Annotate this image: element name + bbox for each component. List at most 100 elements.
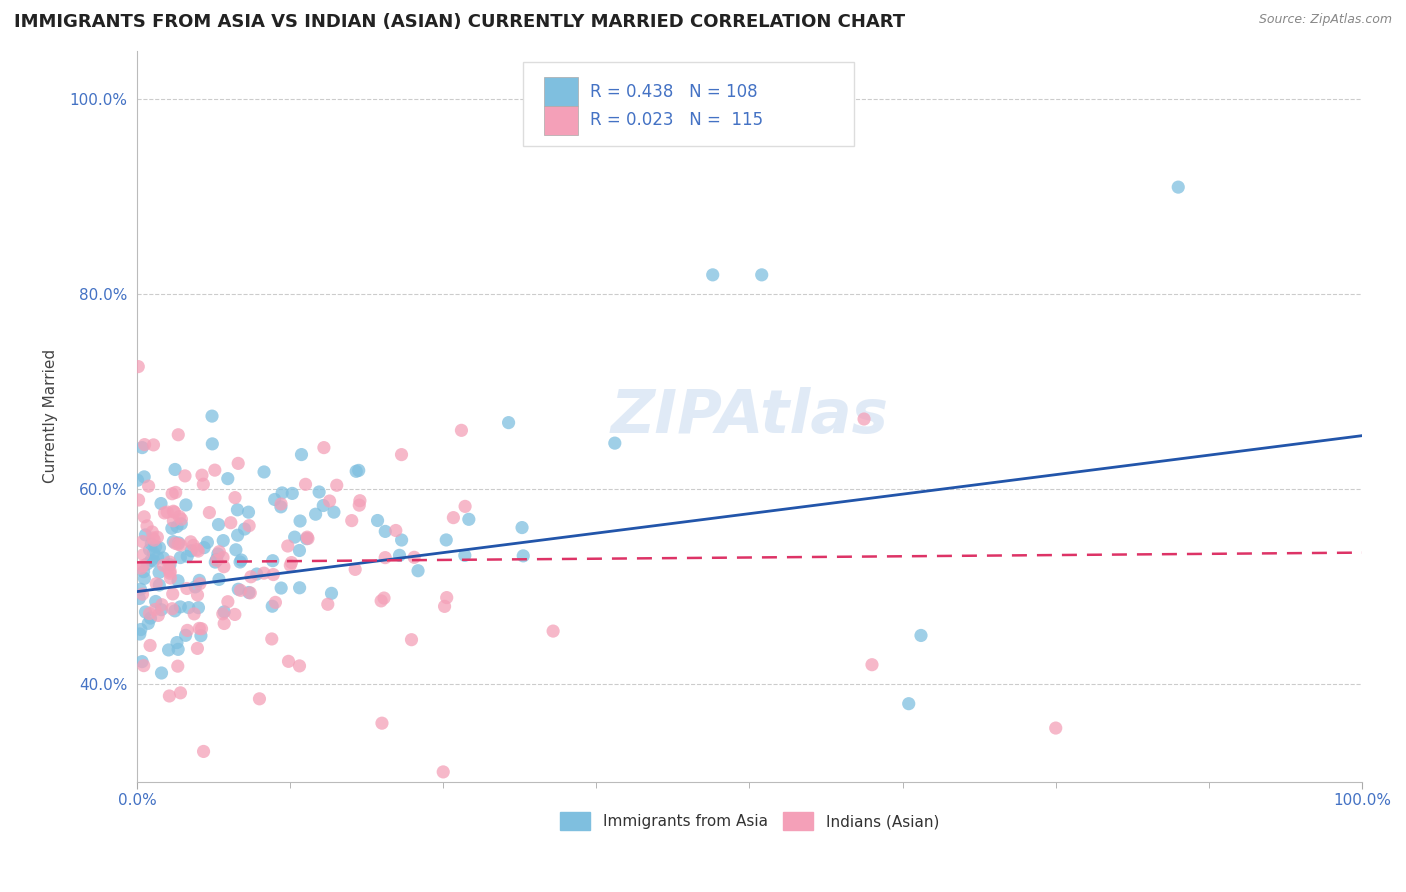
- Point: [169, 599, 191, 614]
- Point: [198, 506, 221, 520]
- Point: [910, 628, 932, 642]
- Point: [186, 542, 208, 557]
- Point: [217, 595, 239, 609]
- Point: [1167, 180, 1189, 194]
- Point: [853, 412, 876, 426]
- Point: [308, 485, 330, 500]
- Point: [134, 571, 156, 585]
- Point: [281, 486, 304, 500]
- Point: [152, 550, 174, 565]
- Text: ZIPAtlas: ZIPAtlas: [610, 386, 889, 446]
- Point: [374, 550, 396, 565]
- Point: [347, 463, 370, 477]
- Point: [219, 516, 242, 530]
- Point: [212, 533, 235, 548]
- Point: [186, 641, 208, 656]
- Point: [169, 686, 191, 700]
- Point: [139, 611, 162, 625]
- Point: [263, 492, 285, 507]
- Point: [129, 561, 152, 575]
- Point: [160, 601, 183, 615]
- Point: [132, 658, 155, 673]
- Point: [212, 559, 235, 574]
- Point: [860, 657, 883, 672]
- Point: [231, 553, 253, 567]
- Point: [165, 536, 187, 550]
- Point: [131, 655, 153, 669]
- Point: [304, 507, 326, 521]
- Point: [204, 555, 226, 569]
- Point: [349, 498, 371, 512]
- FancyBboxPatch shape: [523, 62, 853, 145]
- Point: [191, 468, 214, 483]
- Point: [288, 581, 311, 595]
- Point: [166, 519, 188, 533]
- Point: [207, 517, 229, 532]
- Point: [163, 505, 186, 519]
- Point: [280, 556, 302, 570]
- Point: [321, 586, 343, 600]
- Point: [143, 602, 166, 616]
- Point: [277, 539, 299, 553]
- Point: [160, 521, 183, 535]
- Point: [165, 462, 187, 476]
- Point: [131, 587, 153, 601]
- Point: [188, 574, 211, 588]
- Point: [134, 470, 156, 484]
- Point: [326, 478, 349, 492]
- Point: [177, 600, 200, 615]
- Point: [212, 605, 235, 619]
- Point: [163, 604, 186, 618]
- Point: [167, 427, 190, 442]
- Point: [176, 582, 198, 596]
- Point: [146, 530, 169, 544]
- Point: [388, 549, 411, 563]
- Point: [316, 597, 339, 611]
- Point: [139, 639, 162, 653]
- Point: [436, 591, 458, 605]
- Point: [224, 491, 246, 505]
- Point: [702, 268, 724, 282]
- Point: [211, 607, 233, 621]
- Point: [312, 499, 335, 513]
- Point: [176, 624, 198, 638]
- Point: [385, 524, 408, 538]
- Point: [450, 423, 472, 437]
- Point: [433, 599, 456, 614]
- Point: [157, 643, 180, 657]
- Point: [226, 503, 249, 517]
- Point: [391, 448, 413, 462]
- Point: [134, 509, 156, 524]
- Point: [180, 534, 202, 549]
- Point: [127, 359, 149, 374]
- Point: [201, 409, 224, 423]
- Point: [167, 537, 190, 551]
- Point: [145, 540, 167, 554]
- Point: [132, 558, 155, 573]
- Point: [510, 520, 533, 534]
- Point: [193, 477, 215, 491]
- Point: [193, 744, 215, 758]
- Point: [167, 536, 190, 550]
- Point: [150, 603, 173, 617]
- Point: [128, 493, 150, 508]
- Point: [270, 581, 292, 595]
- Point: [159, 566, 181, 581]
- Point: [193, 541, 215, 555]
- Point: [288, 659, 311, 673]
- Point: [174, 628, 197, 642]
- Point: [295, 532, 318, 546]
- Point: [136, 519, 159, 533]
- Point: [371, 716, 394, 731]
- Point: [188, 621, 211, 635]
- Point: [370, 594, 392, 608]
- Point: [603, 436, 626, 450]
- Point: [153, 506, 176, 520]
- Point: [751, 268, 773, 282]
- Point: [197, 535, 219, 549]
- Point: [188, 576, 211, 591]
- Point: [406, 564, 429, 578]
- Point: [183, 607, 205, 621]
- Point: [344, 464, 367, 478]
- Point: [159, 564, 181, 578]
